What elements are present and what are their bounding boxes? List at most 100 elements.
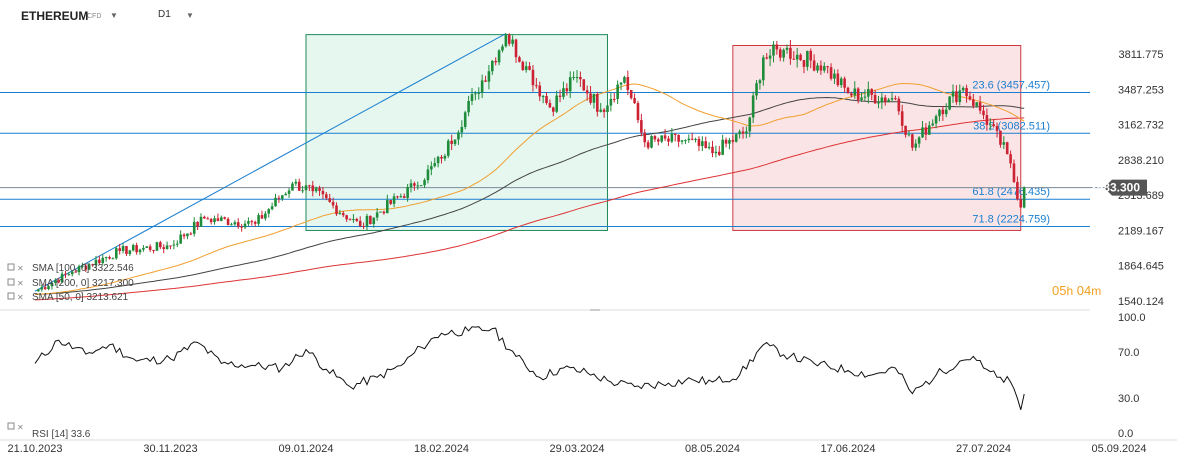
candle-body bbox=[209, 219, 213, 223]
indicator-legend-label: SMA [50, 0] 3213.621 bbox=[32, 292, 129, 303]
candle-body bbox=[81, 265, 84, 267]
candle-body bbox=[531, 69, 535, 86]
candle-body bbox=[50, 282, 54, 287]
candle-body bbox=[663, 135, 667, 139]
candle-body bbox=[924, 127, 928, 135]
candle-body bbox=[985, 115, 989, 125]
candle-body bbox=[951, 91, 955, 97]
candle-body bbox=[314, 187, 318, 192]
indicator-settings-icon bbox=[7, 278, 15, 286]
candle-body bbox=[467, 100, 470, 113]
symbol-dropdown-icon[interactable]: ▼ bbox=[110, 11, 118, 20]
candle-body bbox=[304, 185, 308, 191]
candle-body bbox=[430, 166, 433, 170]
candle-body bbox=[125, 246, 128, 254]
candle-body bbox=[345, 215, 348, 220]
price-axis-label: 1864.645 bbox=[1118, 261, 1164, 273]
candle-body bbox=[74, 271, 77, 273]
candle-body bbox=[589, 93, 592, 103]
candle-body bbox=[541, 96, 545, 98]
candle-body bbox=[521, 61, 525, 71]
candle-body bbox=[904, 125, 907, 135]
candle-body bbox=[118, 248, 121, 251]
candle-body bbox=[748, 117, 752, 132]
candle-body bbox=[538, 85, 542, 97]
candle-body bbox=[487, 71, 491, 82]
candle-body bbox=[846, 87, 850, 94]
rsi-axis-label: 70.0 bbox=[1118, 347, 1139, 359]
candle-body bbox=[673, 133, 677, 135]
candle-body bbox=[612, 98, 616, 100]
candle-body bbox=[155, 242, 159, 251]
candle-body bbox=[988, 124, 992, 126]
candle-body bbox=[714, 151, 718, 154]
candle-body bbox=[60, 273, 64, 283]
candle-body bbox=[680, 140, 684, 142]
candle-body bbox=[220, 217, 223, 221]
candle-body bbox=[186, 233, 189, 237]
candle-body bbox=[575, 77, 579, 79]
candle-body bbox=[562, 88, 565, 97]
candle-body bbox=[812, 60, 816, 71]
candle-body bbox=[836, 73, 840, 86]
candle-body bbox=[328, 198, 332, 202]
candle-body bbox=[897, 98, 901, 112]
candle-body bbox=[982, 110, 985, 116]
candle-body bbox=[1012, 163, 1016, 183]
candle-body bbox=[524, 66, 528, 71]
candle-body bbox=[873, 94, 877, 104]
candle-body bbox=[274, 197, 277, 207]
sma-200-line bbox=[34, 117, 1025, 301]
timeframe-dropdown-icon[interactable]: ▼ bbox=[186, 11, 194, 20]
candle-body bbox=[494, 60, 497, 63]
candle-body bbox=[795, 54, 799, 60]
candle-body bbox=[565, 88, 569, 92]
candle-body bbox=[968, 96, 972, 100]
candle-body bbox=[697, 138, 701, 146]
x-axis-label: 30.11.2023 bbox=[143, 443, 197, 455]
candle-body bbox=[518, 57, 521, 62]
candle-body bbox=[436, 156, 440, 164]
candle-body bbox=[240, 226, 243, 228]
candle-body bbox=[450, 140, 453, 144]
candle-body bbox=[606, 105, 609, 113]
candle-body bbox=[40, 287, 44, 290]
candle-body bbox=[511, 39, 514, 44]
candle-body bbox=[928, 125, 931, 135]
x-axis-label: 29.03.2024 bbox=[549, 443, 604, 455]
candle-body bbox=[789, 47, 792, 59]
candle-body bbox=[978, 102, 982, 111]
candle-body bbox=[379, 211, 382, 213]
candle-body bbox=[172, 244, 176, 246]
candle-body bbox=[301, 190, 304, 192]
symbol-title[interactable]: ETHEREUM bbox=[21, 9, 89, 23]
candle-body bbox=[619, 82, 623, 85]
candle-body bbox=[297, 181, 301, 191]
candle-body bbox=[247, 221, 250, 224]
candle-body bbox=[687, 138, 691, 141]
candle-body bbox=[70, 271, 74, 275]
zone-red bbox=[732, 44, 1022, 231]
candle-body bbox=[596, 94, 599, 112]
candle-body bbox=[308, 185, 311, 187]
candle-body bbox=[829, 67, 833, 79]
price-axis-label: 2189.167 bbox=[1118, 225, 1164, 237]
candle-body bbox=[775, 44, 779, 50]
candle-body bbox=[433, 163, 437, 167]
candle-body bbox=[386, 200, 389, 214]
timeframe-selector[interactable]: D1 bbox=[158, 9, 171, 20]
candle-body bbox=[867, 89, 870, 97]
candle-body bbox=[704, 141, 708, 148]
candle-body bbox=[131, 245, 135, 251]
candle-body bbox=[192, 221, 196, 234]
candle-body bbox=[87, 264, 91, 270]
candle-body bbox=[646, 142, 650, 148]
candle-body bbox=[47, 286, 50, 290]
countdown-hours: 05 bbox=[1052, 283, 1067, 298]
candle-body bbox=[318, 187, 321, 191]
candle-countdown: 05h 04m bbox=[1052, 283, 1101, 298]
candle-body bbox=[165, 245, 169, 249]
candle-body bbox=[477, 92, 481, 94]
candle-body bbox=[375, 212, 379, 218]
